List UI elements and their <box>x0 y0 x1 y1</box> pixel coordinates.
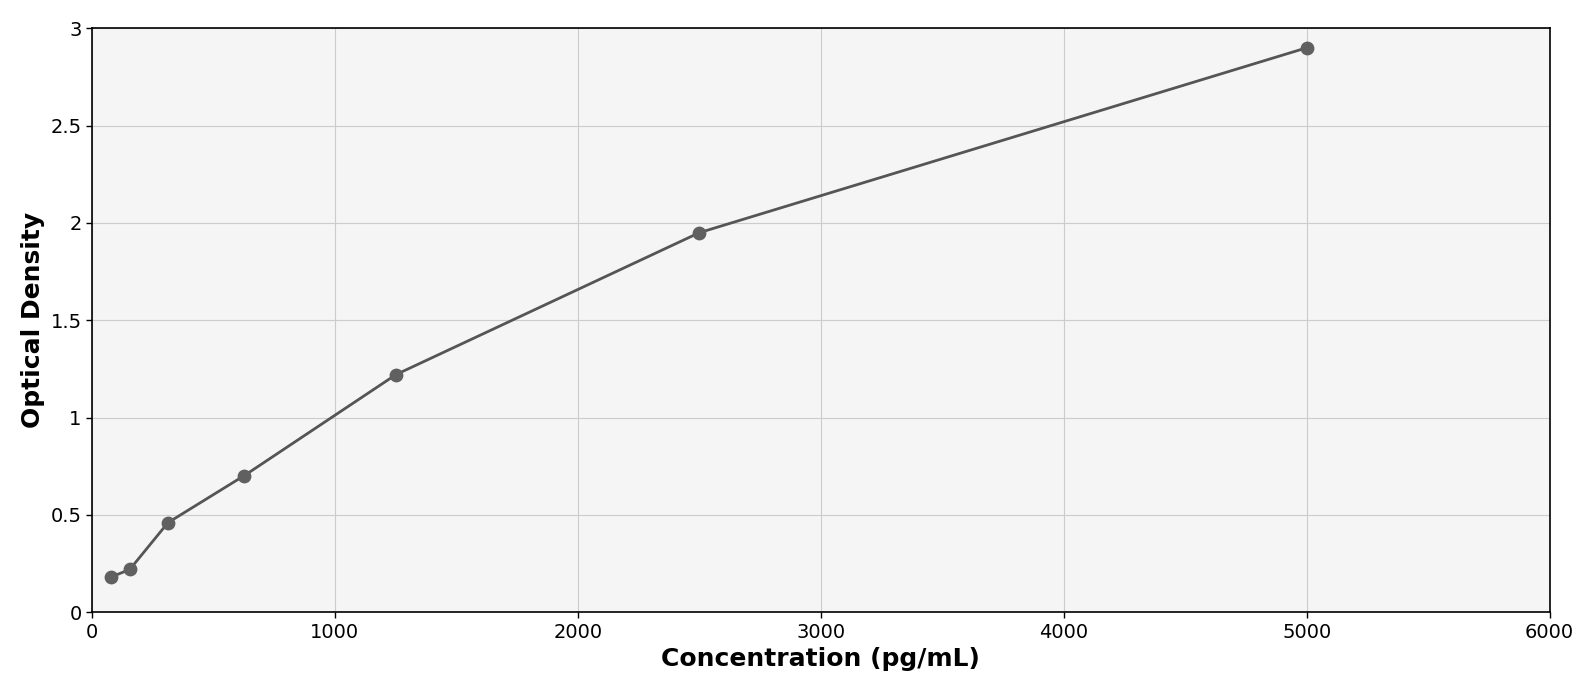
Point <box>231 471 257 482</box>
Point <box>1294 42 1319 53</box>
X-axis label: Concentration (pg/mL): Concentration (pg/mL) <box>662 647 981 671</box>
Point <box>116 564 142 575</box>
Point <box>155 517 180 528</box>
Point <box>383 370 408 381</box>
Point <box>99 572 124 583</box>
Point <box>686 227 711 238</box>
Y-axis label: Optical Density: Optical Density <box>21 212 45 428</box>
